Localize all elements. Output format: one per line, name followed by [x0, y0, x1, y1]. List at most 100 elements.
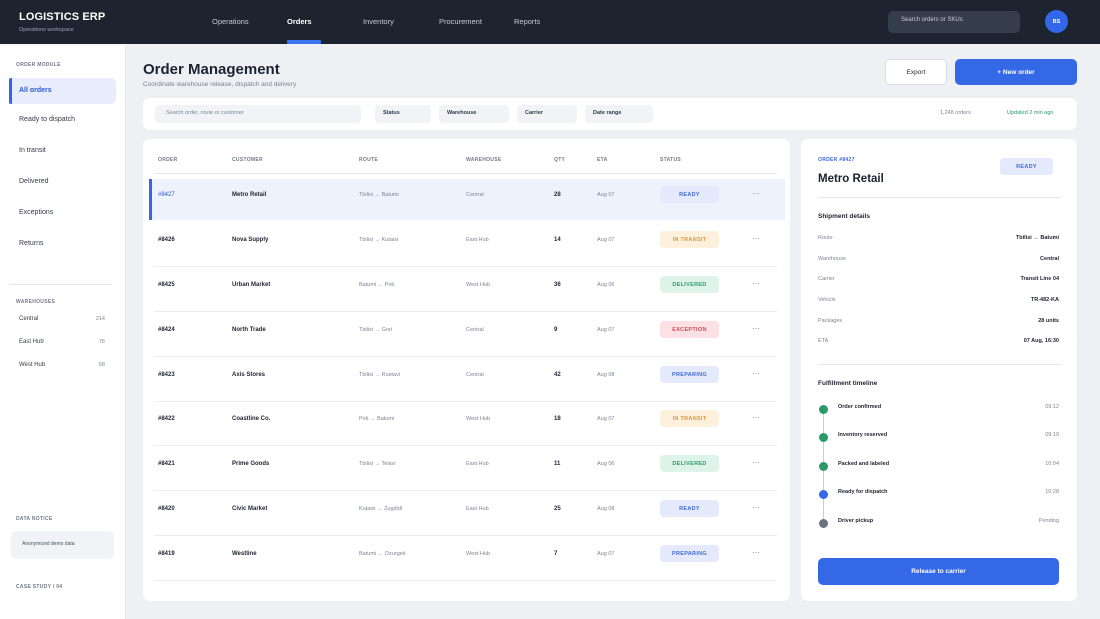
table-row[interactable]: #8419 Westline Batumi → Ozurgeti West Hu…: [149, 536, 785, 581]
order-id[interactable]: #8427: [158, 192, 175, 198]
field-value: Central: [1040, 256, 1059, 262]
table-row[interactable]: #8426 Nova Supply Tbilisi → Kutaisi East…: [149, 222, 785, 267]
status-filter[interactable]: Status: [375, 105, 431, 123]
field-key: Carrier: [818, 276, 835, 282]
order-id[interactable]: #8419: [158, 551, 175, 557]
timeline-step-time: 10:28: [1045, 489, 1059, 495]
nav-inventory[interactable]: Inventory: [363, 17, 394, 26]
sidebar-item-exceptions[interactable]: Exceptions: [19, 209, 54, 216]
nav-orders[interactable]: Orders: [287, 17, 312, 26]
sidebar-item-returns[interactable]: Returns: [19, 240, 44, 247]
page-subtitle: Coordinate warehouse release, dispatch a…: [143, 81, 297, 88]
order-id[interactable]: #8423: [158, 372, 175, 378]
order-id[interactable]: #8420: [158, 506, 175, 512]
column-header-qty[interactable]: QTY: [554, 157, 566, 163]
field-value: Transit Line 04: [1020, 276, 1059, 282]
warehouse-filter[interactable]: Warehouse: [439, 105, 509, 123]
quantity: 7: [554, 551, 558, 557]
row-more-icon[interactable]: ···: [752, 548, 760, 557]
warehouse-item-central[interactable]: Central 214: [19, 316, 105, 322]
column-header-warehouse[interactable]: WAREHOUSE: [466, 157, 502, 163]
row-divider: [154, 580, 777, 581]
table-row[interactable]: #8422 Coastline Co. Poti → Batumi West H…: [149, 401, 785, 446]
field-key: Warehouse: [818, 256, 846, 262]
row-more-icon[interactable]: ···: [752, 279, 760, 288]
brand[interactable]: LOGISTICS ERP Operations workspace: [19, 11, 105, 33]
field-key: ETA: [818, 338, 829, 344]
status-badge: EXCEPTION: [660, 321, 719, 338]
timeline-step-time: 09:19: [1045, 432, 1059, 438]
order-id[interactable]: #8426: [158, 237, 175, 243]
header-divider: [154, 173, 777, 174]
row-more-icon[interactable]: ···: [752, 369, 760, 378]
customer-name: Urban Market: [232, 282, 271, 288]
row-more-icon[interactable]: ···: [752, 189, 760, 198]
new-order-button[interactable]: + New order: [955, 59, 1077, 85]
table-row[interactable]: #8424 North Trade Tbilisi → Gori Central…: [149, 312, 785, 357]
table-row[interactable]: #8425 Urban Market Batumi → Poti West Hu…: [149, 267, 785, 312]
row-more-icon[interactable]: ···: [752, 234, 760, 243]
table-row[interactable]: #8420 Civic Market Kutaisi → Zugdidi Eas…: [149, 491, 785, 536]
detail-status-badge: READY: [1000, 158, 1053, 175]
column-header-status[interactable]: STATUS: [660, 157, 682, 163]
sidebar-item-delivered[interactable]: Delivered: [19, 178, 49, 185]
table-row[interactable]: #8427 Metro Retail Tbilisi → Batumi Cent…: [149, 179, 785, 220]
route: Batumi → Poti: [359, 282, 395, 288]
warehouse-item-west-hub[interactable]: West Hub 58: [19, 362, 105, 368]
quantity: 42: [554, 372, 561, 378]
timeline-step-label: Packed and labeled: [838, 461, 890, 467]
sidebar-item-in-transit[interactable]: In transit: [19, 147, 46, 154]
row-more-icon[interactable]: ···: [752, 458, 760, 467]
status-badge: DELIVERED: [660, 276, 719, 293]
eta: Aug 07: [597, 416, 615, 422]
table-row[interactable]: #8423 Axis Stores Tbilisi → Rustavi Cent…: [149, 357, 785, 402]
quantity: 28: [554, 192, 561, 198]
order-search-input[interactable]: Search order, route or customer: [155, 105, 361, 123]
warehouse: Central: [466, 327, 484, 333]
nav-operations[interactable]: Operations: [212, 17, 249, 26]
timeline-heading: Fulfillment timeline: [818, 380, 878, 387]
user-avatar[interactable]: BS: [1045, 10, 1068, 33]
customer-name: Axis Stores: [232, 372, 266, 378]
row-more-icon[interactable]: ···: [752, 503, 760, 512]
row-divider: [154, 490, 777, 491]
row-more-icon[interactable]: ···: [752, 324, 760, 333]
order-id[interactable]: #8421: [158, 461, 175, 467]
timeline-step-label: Driver pickup: [838, 518, 874, 524]
sidebar-item-ready-to-dispatch[interactable]: Ready to dispatch: [19, 116, 76, 123]
order-id[interactable]: #8422: [158, 416, 175, 422]
order-id[interactable]: #8424: [158, 327, 175, 333]
quantity: 18: [554, 416, 561, 422]
nav-procurement[interactable]: Procurement: [439, 17, 482, 26]
field-value: 28 units: [1038, 318, 1059, 324]
app-title: LOGISTICS ERP: [19, 11, 106, 23]
route: Tbilisi → Telavi: [359, 461, 396, 467]
column-header-customer[interactable]: CUSTOMER: [232, 157, 263, 163]
carrier-filter[interactable]: Carrier: [517, 105, 577, 123]
nav-reports[interactable]: Reports: [514, 17, 541, 26]
column-header-route[interactable]: ROUTE: [359, 157, 378, 163]
shipment-details-heading: Shipment details: [818, 213, 871, 220]
row-divider: [154, 401, 777, 402]
status-badge: IN TRANSIT: [660, 231, 719, 248]
case-study-label: CASE STUDY / 04: [16, 584, 63, 590]
date-range-filter[interactable]: Date range: [585, 105, 653, 123]
row-more-icon[interactable]: ···: [752, 413, 760, 422]
warehouse-item-east-hub[interactable]: East Hub 76: [19, 339, 105, 345]
table-row[interactable]: #8421 Prime Goods Tbilisi → Telavi East …: [149, 446, 785, 491]
timeline-dot-done-icon: [819, 462, 828, 471]
timeline-dot-done-icon: [819, 405, 828, 414]
column-header-order[interactable]: ORDER: [158, 157, 178, 163]
order-id[interactable]: #8425: [158, 282, 175, 288]
quantity: 14: [554, 237, 561, 243]
global-search-input[interactable]: Search orders or SKUs: [888, 11, 1020, 33]
customer-name: Westline: [232, 551, 257, 557]
status-badge: READY: [660, 186, 719, 203]
sidebar-item-all-orders[interactable]: All orders: [9, 78, 116, 104]
export-button[interactable]: Export: [885, 59, 947, 85]
column-header-eta[interactable]: ETA: [597, 157, 608, 163]
warehouse-name: Central: [19, 316, 39, 322]
order-module-heading: ORDER MODULE: [16, 62, 61, 68]
sidebar-top-strip: [0, 44, 126, 46]
release-to-carrier-button[interactable]: Release to carrier: [818, 558, 1059, 585]
